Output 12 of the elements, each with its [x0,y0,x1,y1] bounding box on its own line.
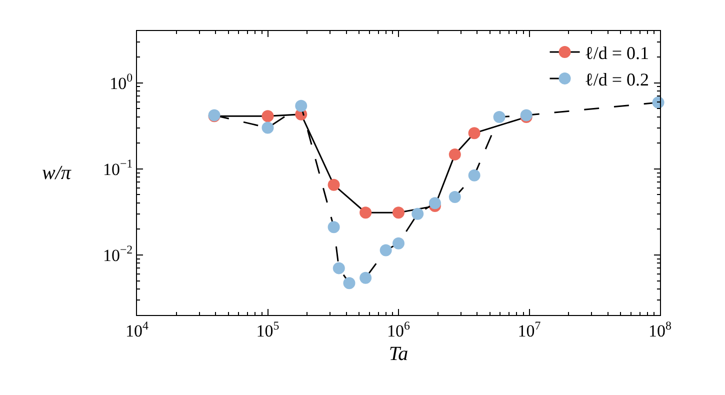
x-tick-label: 10$^{8}$ [648,318,672,340]
x-tick-label: 10$^{4}$ [126,318,149,340]
x-axis-title: Ta [388,342,408,365]
y-axis-title: w/π [42,162,72,184]
x-tick-label: 10$^{6}$ [387,318,410,340]
legend-label: ℓ/d = 0.1 [584,43,650,64]
legend-label: ℓ/d = 0.2 [584,69,650,90]
y-tick-label: 10$^{−2}$ [102,242,133,265]
y-tick-label: 10$^{0}$ [110,70,133,93]
x-tick-label: 10$^{7}$ [518,318,541,340]
x-tick-label: 10$^{5}$ [256,318,280,340]
y-tick-label: 10$^{−1}$ [102,156,133,179]
